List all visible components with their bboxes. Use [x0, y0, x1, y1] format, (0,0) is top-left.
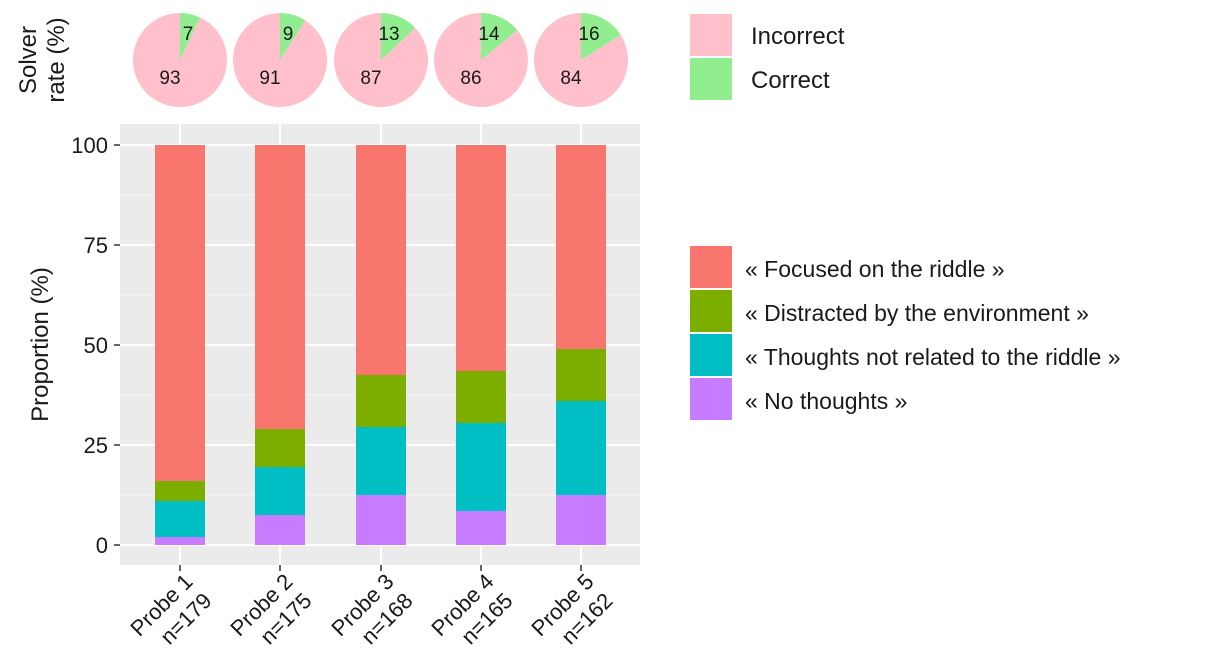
- y-tick-label: 25: [84, 433, 108, 458]
- pie-slice-incorrect: [433, 13, 528, 108]
- legend-swatch-incorrect: [690, 14, 732, 56]
- pie-slice-correct: [481, 13, 518, 60]
- pie-probe-3: 13 87: [334, 12, 428, 107]
- solver-rate-legend: Incorrect Correct: [690, 14, 845, 100]
- bar-segment-focused-on-the-riddle: [255, 145, 305, 429]
- solver-rate-ylabel: Solverrate (%): [15, 17, 70, 102]
- legend-label-thoughts-not-related-to-the-riddle: « Thoughts not related to the riddle »: [745, 344, 1121, 370]
- bar-segment-no-thoughts: [255, 515, 305, 545]
- bar-segment-thoughts-not-related-to-the-riddle: [255, 467, 305, 515]
- bar-stack-probe-2: [255, 145, 305, 545]
- pie-slice-correct: [381, 12, 416, 60]
- pie-slice-correct: [180, 13, 201, 60]
- pie-probe-4: 14 86: [433, 13, 528, 108]
- bar-segment-focused-on-the-riddle: [155, 145, 205, 481]
- y-axis-label: Proportion (%): [27, 267, 54, 422]
- bar-segment-distracted-by-the-environment: [155, 481, 205, 501]
- legend-swatch-correct: [690, 58, 732, 100]
- bar-segment-focused-on-the-riddle: [456, 145, 506, 371]
- legend-swatch-distracted-by-the-environment: [690, 290, 732, 332]
- legend-swatch-thoughts-not-related-to-the-riddle: [690, 334, 732, 376]
- pie-label-correct: 7: [183, 24, 194, 45]
- x-tick-label: Probe 3n=168: [326, 569, 417, 660]
- legend-label-distracted-by-the-environment: « Distracted by the environment »: [745, 300, 1089, 326]
- bar-stack-probe-4: [456, 145, 506, 545]
- y-tick-label: 50: [84, 333, 108, 358]
- pie-label-correct: 16: [578, 24, 599, 45]
- legend-label-focused-on-the-riddle: « Focused on the riddle »: [745, 256, 1005, 282]
- pie-probe-1: 7 93: [133, 13, 228, 107]
- bar-segment-thoughts-not-related-to-the-riddle: [155, 501, 205, 537]
- bar-segment-no-thoughts: [556, 495, 606, 545]
- pie-label-correct: 13: [378, 24, 399, 45]
- pie-label-incorrect: 91: [259, 68, 280, 89]
- bar-segment-focused-on-the-riddle: [356, 145, 406, 375]
- bar-segment-no-thoughts: [456, 511, 506, 545]
- bar-segment-focused-on-the-riddle: [556, 145, 606, 349]
- bar-segment-distracted-by-the-environment: [556, 349, 606, 401]
- pie-label-incorrect: 86: [460, 68, 481, 89]
- legend-swatch-no-thoughts: [690, 378, 732, 420]
- bar-segment-thoughts-not-related-to-the-riddle: [556, 401, 606, 495]
- x-tick-label: Probe 1n=179: [125, 569, 216, 660]
- pie-label-incorrect: 87: [360, 68, 381, 89]
- bar-stack-probe-1: [155, 145, 205, 545]
- bar-segment-thoughts-not-related-to-the-riddle: [356, 427, 406, 495]
- bar-stack-probe-3: [356, 145, 406, 545]
- legend-label-no-thoughts: « No thoughts »: [745, 388, 907, 414]
- bar-segment-distracted-by-the-environment: [456, 371, 506, 423]
- bar-segment-distracted-by-the-environment: [356, 375, 406, 427]
- pie-label-incorrect: 84: [560, 68, 582, 89]
- pie-label-correct: 14: [478, 24, 500, 45]
- x-tick-label: Probe 5n=162: [526, 569, 617, 660]
- bar-segment-no-thoughts: [356, 495, 406, 545]
- legend-swatch-focused-on-the-riddle: [690, 246, 732, 288]
- y-tick-label: 100: [71, 133, 108, 158]
- bar-segment-thoughts-not-related-to-the-riddle: [456, 423, 506, 511]
- pie-slice-correct: [581, 13, 621, 60]
- legend-label-incorrect: Incorrect: [751, 23, 845, 50]
- proportion-legend: « Focused on the riddle » « Distracted by…: [690, 246, 1121, 420]
- pie-label-correct: 9: [283, 24, 294, 45]
- pie-slice-correct: [280, 13, 306, 60]
- pie-slice-incorrect: [133, 13, 228, 107]
- pie-probe-2: 9 91: [232, 13, 327, 107]
- bar-stack-probe-5: [556, 145, 606, 545]
- y-tick-label: 75: [84, 233, 108, 258]
- x-tick-label: Probe 4n=165: [426, 569, 517, 660]
- pie-label-incorrect: 93: [159, 68, 180, 89]
- y-tick-label: 0: [96, 533, 108, 558]
- pie-ylabel-text: Solverrate (%): [15, 17, 70, 102]
- bar-segment-distracted-by-the-environment: [255, 429, 305, 467]
- legend-label-correct: Correct: [751, 67, 830, 94]
- bar-segment-no-thoughts: [155, 537, 205, 545]
- x-tick-label: Probe 2n=175: [225, 569, 316, 660]
